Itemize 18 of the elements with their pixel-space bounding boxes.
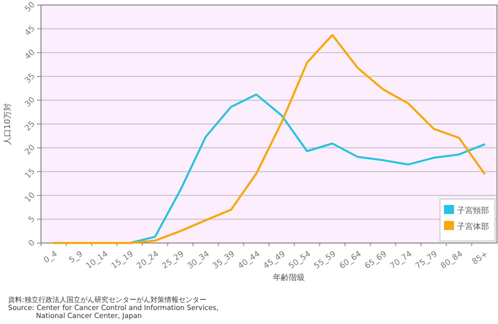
y-tick-label: 45	[23, 24, 37, 38]
y-tick-label: 50	[23, 0, 37, 14]
y-tick-label: 5	[26, 214, 37, 224]
y-tick-label: 40	[23, 48, 37, 62]
y-tick-label: 15	[23, 166, 37, 180]
y-tick-label: 30	[23, 95, 37, 109]
x-tick-label: 5_9	[67, 249, 84, 265]
y-tick-label: 20	[23, 142, 37, 156]
legend-label: 子宮頸部	[457, 206, 489, 215]
legend-label: 子宮体部	[457, 222, 489, 231]
y-tick-label: 0	[26, 238, 37, 248]
y-axis-title: 人口10万対	[3, 102, 12, 146]
y-tick-label: 35	[23, 71, 37, 86]
x-tick-label: 0_4	[42, 249, 59, 265]
y-tick-label: 10	[23, 190, 37, 204]
x-axis-title: 年齢階級	[273, 273, 305, 282]
y-tick-label: 25	[23, 119, 37, 133]
x-tick-label: 85+	[470, 249, 490, 266]
